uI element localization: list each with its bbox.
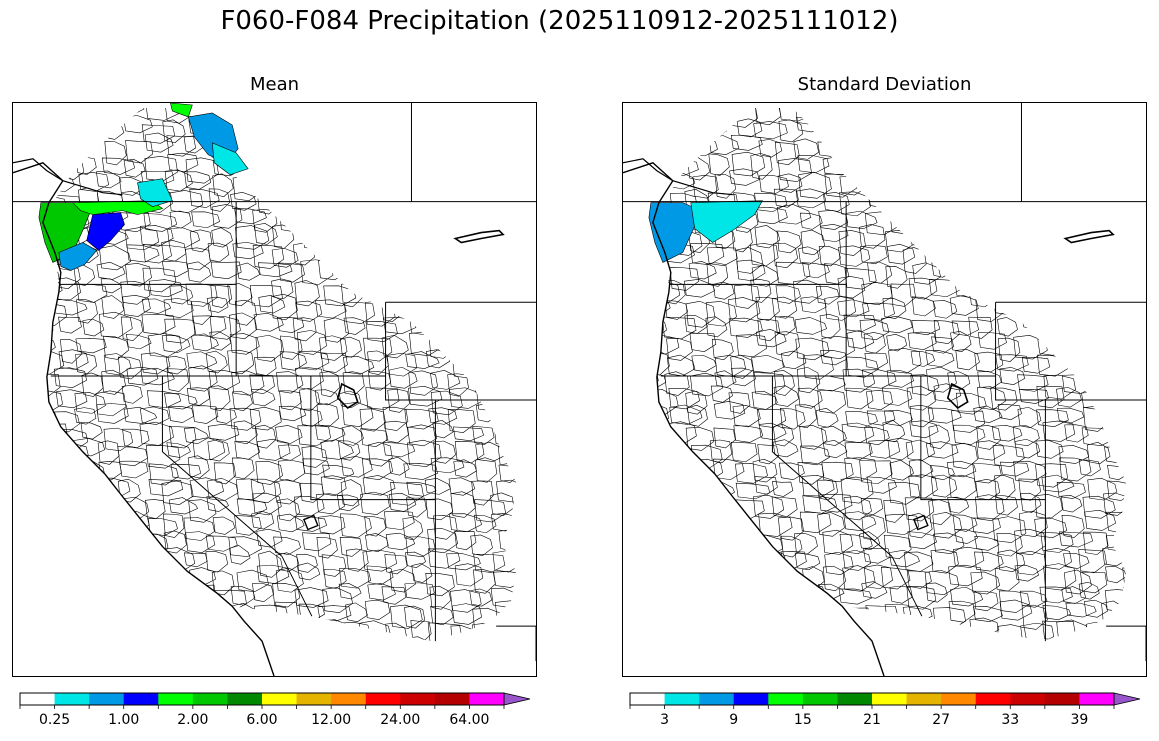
- shaded-region: [690, 200, 763, 243]
- colorbar-segment: [1010, 693, 1046, 705]
- boundary-line: [161, 376, 283, 557]
- shaded-region: [648, 202, 702, 263]
- colorbar-segment: [699, 693, 735, 705]
- colorbar-svg: [19, 692, 531, 709]
- shaded-regions: [648, 200, 763, 263]
- colorbar-tick-label: 12.00: [311, 712, 352, 728]
- colorbar-segment: [20, 693, 56, 705]
- colorbar-segment: [664, 693, 700, 705]
- colorbar-tick-label: 27: [932, 712, 951, 728]
- colorbar-segment: [802, 693, 838, 705]
- colorbar-tick-label: 15: [793, 712, 812, 728]
- boundary-line: [771, 376, 893, 557]
- colorbar-std: [629, 690, 1141, 709]
- colorbar-tick-label: 1.00: [108, 712, 140, 728]
- shaded-region: [86, 212, 125, 251]
- lake-outline: [912, 514, 929, 531]
- colorbar-tick-label: 64.00: [449, 712, 490, 728]
- map-0: [13, 103, 536, 676]
- colorbar-segment: [89, 693, 125, 705]
- colorbar-segment: [331, 693, 367, 705]
- boundary-line: [281, 556, 313, 617]
- colorbar-segment: [733, 693, 769, 705]
- shaded-region: [211, 142, 249, 176]
- colorbar-tick-label: 2.00: [177, 712, 209, 728]
- lake-outline: [946, 382, 969, 409]
- boundary-line: [995, 302, 1146, 401]
- boundary-line: [496, 625, 536, 662]
- map-panel-std: [622, 102, 1147, 677]
- map-1: [623, 103, 1146, 676]
- colorbar-tick-label: 39: [1070, 712, 1089, 728]
- shaded-region: [170, 103, 193, 118]
- colorbar-segment: [434, 693, 470, 705]
- lake-outline: [1063, 229, 1115, 244]
- colorbar-tick-label: 9: [729, 712, 739, 728]
- colorbar-extend-arrow: [503, 692, 531, 706]
- colorbar-segment: [1044, 693, 1080, 705]
- colorbar-segment: [469, 693, 505, 705]
- colorbar-tick-label: 3: [660, 712, 670, 728]
- colorbar-tick-label: 21: [863, 712, 881, 728]
- shaded-regions: [38, 103, 249, 271]
- colorbar-segment: [768, 693, 804, 705]
- strait-line: [13, 158, 123, 196]
- colorbar-segment: [906, 693, 942, 705]
- colorbar-extend-arrow: [1113, 692, 1141, 706]
- colorbar-segment: [262, 693, 298, 705]
- colorbar-tick-label: 0.25: [38, 712, 71, 728]
- colorbar-tick-label: 6.00: [246, 712, 278, 728]
- colorbar-segment: [941, 693, 977, 705]
- state-boundaries: [13, 103, 536, 662]
- figure-title: F060-F084 Precipitation (2025110912-2025…: [220, 6, 899, 36]
- colorbar-segment: [123, 693, 159, 705]
- colorbar-segment: [837, 693, 873, 705]
- boundary-line: [891, 556, 923, 617]
- strait-line: [623, 158, 733, 196]
- colorbar-tick-label: 24.00: [380, 712, 421, 728]
- colorbar-segment: [400, 693, 436, 705]
- panel-title-std: Standard Deviation: [797, 74, 972, 95]
- colorbar-segment: [54, 693, 90, 705]
- colorbar-segment: [1079, 693, 1115, 705]
- coastline: [623, 162, 885, 676]
- state-boundaries: [623, 103, 1146, 662]
- lake-outline: [453, 229, 505, 244]
- colorbar-segment: [158, 693, 194, 705]
- lake-outline: [302, 514, 319, 531]
- colorbar-tick-label: 33: [1001, 712, 1020, 728]
- panel-title-mean: Mean: [249, 74, 300, 95]
- shaded-region: [137, 178, 173, 207]
- boundary-line: [920, 376, 1046, 501]
- lake-outline: [336, 382, 359, 409]
- boundary-line: [385, 302, 536, 401]
- colorbar-segment: [227, 693, 263, 705]
- colorbar-mean: [19, 690, 531, 709]
- colorbar-segment: [365, 693, 401, 705]
- colorbar-segment: [872, 693, 908, 705]
- colorbar-segment: [630, 693, 666, 705]
- colorbar-segment: [296, 693, 332, 705]
- boundary-line: [310, 376, 436, 501]
- coastline: [13, 162, 275, 676]
- shaded-region: [58, 242, 98, 271]
- colorbar-segment: [192, 693, 228, 705]
- boundary-line: [1106, 625, 1146, 662]
- colorbar-svg: [629, 692, 1141, 709]
- map-panel-mean: [12, 102, 537, 677]
- colorbar-segment: [975, 693, 1011, 705]
